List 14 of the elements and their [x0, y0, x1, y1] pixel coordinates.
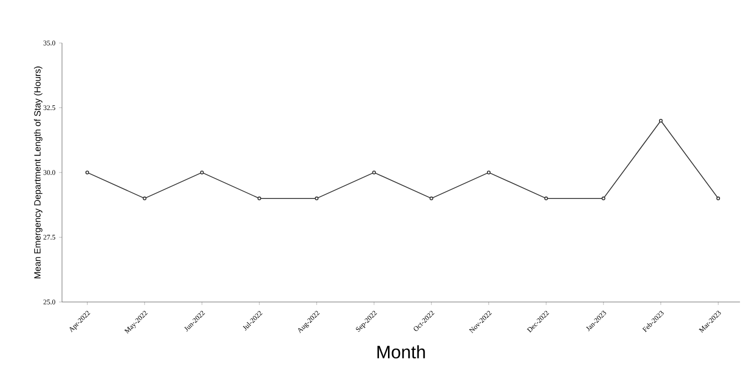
point — [658, 118, 663, 123]
x-axis-title: Month — [377, 345, 425, 358]
point — [602, 196, 606, 200]
point — [716, 196, 720, 200]
point — [486, 170, 491, 174]
y-axis-title: Mean Emergency Department Length of Stay (Hours) — [34, 66, 42, 278]
point — [85, 170, 90, 174]
point — [314, 196, 319, 200]
point — [200, 170, 204, 174]
point — [372, 170, 376, 174]
point — [142, 196, 146, 200]
point — [544, 196, 548, 200]
point — [430, 196, 434, 200]
point — [257, 196, 262, 200]
